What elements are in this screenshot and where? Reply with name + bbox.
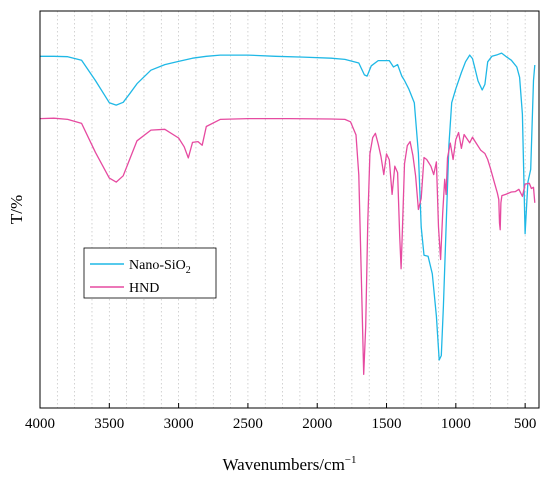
series-line-nano-sio2: [40, 52, 536, 361]
x-tick-label: 1500: [372, 416, 402, 432]
x-axis-title-sup: −1: [345, 454, 357, 466]
x-tick-label: 1000: [441, 416, 471, 432]
x-tick-label: 2000: [302, 416, 332, 432]
grid-lines: [56, 11, 526, 408]
legend-label-hnd: HND: [129, 281, 159, 296]
x-axis-title-main: Wavenumbers/cm: [222, 455, 344, 474]
legend-label-nano-sio2: Nano-SiO2: [129, 258, 191, 276]
plot-frame: [39, 10, 540, 409]
series-lines: [39, 52, 536, 375]
legend-label-nano-sio2-main: Nano-SiO: [129, 258, 186, 273]
x-tick-label: 500: [514, 416, 537, 432]
x-tick-label: 3000: [164, 416, 194, 432]
legend-box: [83, 247, 217, 299]
x-axis-title: Wavenumbers/cm−1: [222, 454, 356, 474]
x-tick-label: 4000: [25, 416, 55, 432]
legend-label-nano-sio2-sub: 2: [186, 265, 191, 276]
y-axis-title: T/%: [7, 195, 26, 224]
x-tick-label: 3500: [94, 416, 124, 432]
x-ticks: 4000 3500 3000 2500 2000 1500 1000 500: [25, 403, 536, 432]
series-line-hnd: [39, 117, 536, 375]
legend: Nano-SiO2 HND: [83, 247, 217, 299]
x-tick-label: 2500: [233, 416, 263, 432]
